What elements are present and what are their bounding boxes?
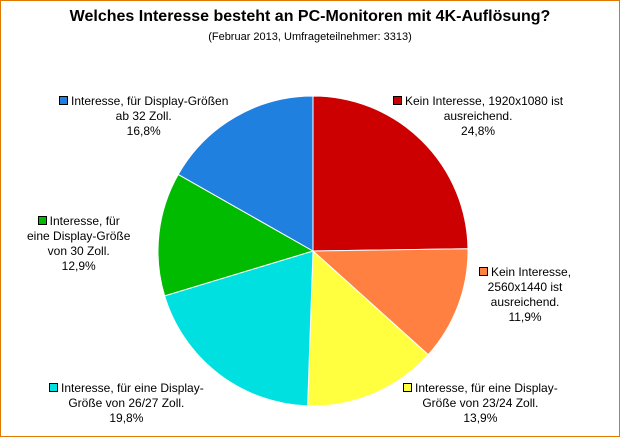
slice-label-line: ausreichend.: [490, 295, 560, 309]
slice-label-line: ausreichend.: [443, 109, 513, 123]
legend-swatch: [49, 383, 58, 392]
slice-value-label: 16,8%: [126, 124, 161, 138]
chart-subtitle: (Februar 2013, Umfrageteilnehmer: 3313): [208, 31, 412, 43]
slice-value-label: 19,8%: [109, 411, 144, 425]
slice-label-23-24-zoll: Interesse, für eine Display- Größe von 2…: [403, 381, 558, 426]
slice-value-label: 13,9%: [463, 411, 498, 425]
pie-slice: [164, 250, 314, 407]
legend-swatch: [393, 96, 402, 105]
legend-swatch: [37, 216, 47, 225]
slice-label-line: ab 32 Zoll.: [115, 109, 172, 123]
slice-label-kein-interesse-1920: Kein Interesse, 1920x1080 ist ausreichen…: [393, 94, 563, 139]
slice-label-line: von 30 Zoll.: [47, 244, 110, 258]
slice-label-line: 2560x1440 ist: [487, 280, 563, 294]
slice-label-ab-32-zoll: Interesse, für Display-Größen ab 32 Zoll…: [59, 94, 228, 139]
slice-label-line: Interesse, für Display-Größen: [71, 94, 229, 108]
legend-swatch: [403, 383, 412, 392]
pie-slice: [157, 173, 315, 297]
slice-label-line: Interesse, für: [49, 214, 120, 228]
pie-slice: [311, 248, 469, 356]
slice-label-30-zoll: Interesse, für eine Display-Größe von 30…: [27, 214, 130, 274]
pie-slice: [312, 95, 469, 252]
slice-label-line: Interesse, für eine Display-: [415, 381, 558, 395]
legend-swatch: [479, 267, 488, 276]
slice-label-line: Interesse, für eine Display-: [61, 381, 204, 395]
pie-slice: [307, 249, 429, 407]
slice-label-line: Kein Interesse,: [491, 265, 572, 279]
slice-label-kein-interesse-2560: Kein Interesse, 2560x1440 ist ausreichen…: [479, 265, 571, 325]
slice-label-line: Größe von 23/24 Zoll.: [422, 396, 539, 410]
slice-label-line: Größe von 26/27 Zoll.: [68, 396, 185, 410]
slice-label-line: Kein Interesse, 1920x1080 ist: [405, 94, 564, 108]
chart-title: Welches Interesse besteht an PC-Monitore…: [69, 8, 551, 25]
slice-value-label: 11,9%: [508, 310, 542, 324]
slice-label-line: eine Display-Größe: [27, 229, 131, 243]
pie-slice: [177, 95, 314, 252]
slice-label-26-27-zoll: Interesse, für eine Display- Größe von 2…: [49, 381, 204, 426]
slice-value-label: 12,9%: [61, 259, 96, 273]
slice-value-label: 24,8%: [461, 124, 496, 138]
legend-swatch: [59, 96, 68, 105]
